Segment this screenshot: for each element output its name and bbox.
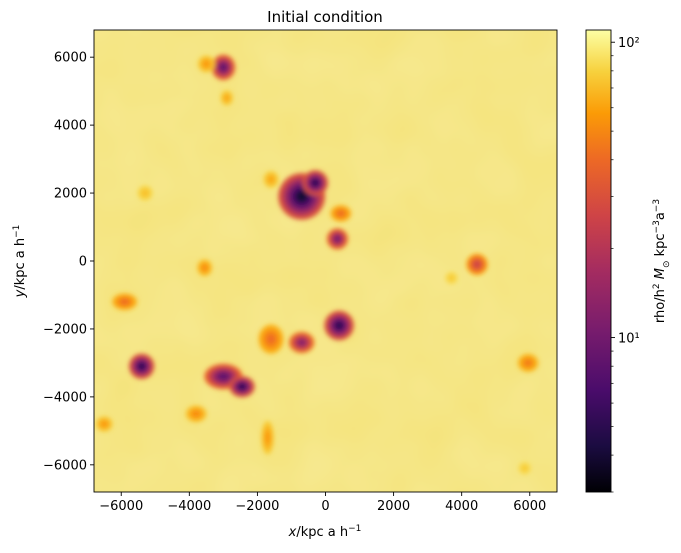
region-level [523, 466, 527, 470]
overdense-region [445, 271, 458, 285]
region-level [193, 411, 199, 416]
overdense-region [326, 228, 349, 250]
region-level [312, 179, 319, 186]
overdense-region [330, 204, 352, 222]
region-level [449, 276, 453, 280]
heatmap-area [94, 30, 557, 492]
colorbar: 10¹ 10² rho/h2 M⊙ kpc−3a−3 [585, 29, 672, 493]
colorbar-label: rho/h2 M⊙ kpc−3a−3 [652, 199, 672, 323]
colorbar-ticks: 10¹ 10² [611, 36, 640, 493]
y-tick-label: 4000 [54, 119, 87, 134]
x-tick-label: 2000 [377, 499, 410, 514]
overdense-region [518, 461, 532, 475]
colorbar-tick-label: 10¹ [618, 332, 640, 347]
region-level [138, 363, 145, 370]
region-level [220, 64, 227, 71]
region-level [474, 261, 480, 267]
region-level [225, 96, 229, 100]
overdense-region [258, 324, 284, 354]
overdense-region [95, 416, 113, 432]
y-tick-label: −6000 [43, 458, 87, 473]
region-level [121, 299, 128, 304]
region-level [143, 191, 147, 195]
y-axis: −6000 −4000 −2000 0 2000 4000 6000 [43, 51, 94, 473]
overdense-region [229, 376, 255, 398]
overdense-region [197, 55, 215, 73]
x-tick-label: −4000 [167, 499, 211, 514]
overdense-region [185, 405, 207, 423]
region-level [298, 339, 305, 346]
y-tick-label: 0 [79, 255, 87, 270]
overdense-region [263, 170, 279, 188]
region-level [102, 422, 107, 426]
overdense-region [211, 54, 236, 81]
overdense-region [196, 259, 213, 277]
heatmap-texture [94, 30, 557, 492]
overdense-region [220, 90, 234, 106]
overdense-region [261, 420, 275, 455]
x-tick-label: 0 [321, 499, 329, 514]
x-tick-label: −6000 [99, 499, 143, 514]
x-axis-label: x/kpc a h−1 [288, 524, 362, 540]
y-tick-label: −4000 [43, 390, 87, 405]
x-tick-label: 4000 [445, 499, 478, 514]
region-level [269, 177, 273, 182]
overdense-region [517, 353, 539, 373]
y-tick-label: 6000 [54, 51, 87, 66]
chart-title: Initial condition [267, 8, 383, 26]
x-tick-label: −2000 [235, 499, 279, 514]
y-axis-label: y/kpc a h−1 [12, 225, 28, 299]
y-tick-label: −2000 [43, 322, 87, 337]
colorbar-tick-label: 10² [618, 36, 640, 51]
region-level [525, 360, 531, 366]
x-axis: −6000 −4000 −2000 0 2000 4000 6000 [99, 492, 546, 514]
overdense-region [137, 185, 153, 201]
overdense-region [324, 310, 355, 341]
region-level [335, 321, 343, 330]
overdense-region [111, 293, 138, 311]
overdense-region [128, 353, 155, 380]
x-tick-label: 6000 [513, 499, 546, 514]
overdense-region [302, 170, 329, 196]
colorbar-gradient [585, 29, 612, 493]
y-tick-label: 2000 [54, 187, 87, 202]
region-level [218, 373, 228, 380]
overdense-region [288, 331, 315, 354]
region-level [338, 211, 344, 216]
region-level [204, 61, 209, 67]
region-level [239, 384, 246, 390]
region-level [202, 265, 207, 270]
overdense-region [466, 253, 488, 276]
region-level [334, 236, 340, 242]
region-level [266, 433, 270, 442]
region-level [296, 190, 308, 203]
region-level [267, 335, 275, 343]
overdense-regions [95, 54, 539, 475]
